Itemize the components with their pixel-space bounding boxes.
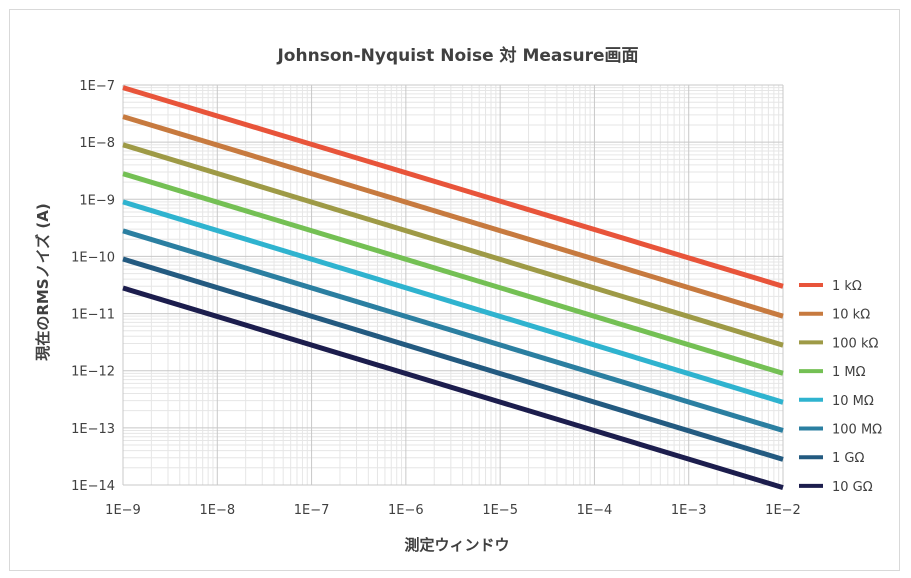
legend-label: 100 kΩ (832, 336, 878, 351)
series-lines (122, 85, 784, 490)
series-line (122, 171, 784, 376)
chart-title: Johnson-Nyquist Noise 対 Measure画面 (276, 45, 638, 66)
y-tick-label: 1E−8 (79, 136, 115, 151)
x-tick-label: 1E−4 (577, 503, 613, 518)
y-tick-labels: 1E−7 1E−8 1E−9 1E−10 1E−11 1E−12 1E−13 1E−14 (71, 79, 115, 494)
y-tick-label: 1E−10 (71, 250, 115, 265)
y-tick-label: 1E−11 (71, 308, 115, 323)
legend-label: 1 MΩ (832, 365, 866, 380)
series-line (122, 228, 784, 433)
x-tick-label: 1E−8 (199, 503, 235, 518)
legend-label: 1 GΩ (832, 451, 864, 466)
series-line (122, 114, 784, 319)
series-line (122, 285, 784, 490)
legend-label: 1 kΩ (832, 279, 862, 294)
x-tick-labels: 1E−9 1E−8 1E−7 1E−6 1E−5 1E−4 1E−3 1E−2 (105, 503, 801, 518)
x-axis-title: 測定ウィンドウ (404, 536, 509, 554)
y-tick-label: 1E−7 (79, 79, 115, 94)
y-tick-label: 1E−13 (71, 422, 115, 437)
legend-label: 100 MΩ (832, 423, 882, 438)
x-tick-label: 1E−3 (671, 503, 707, 518)
y-tick-label: 1E−12 (71, 365, 115, 380)
x-tick-label: 1E−5 (482, 503, 518, 518)
y-tick-label: 1E−14 (71, 479, 115, 494)
x-tick-label: 1E−9 (105, 503, 141, 518)
y-tick-label: 1E−9 (79, 193, 115, 208)
legend-label: 10 GΩ (832, 480, 873, 495)
series-line (122, 199, 784, 405)
x-tick-label: 1E−6 (388, 503, 424, 518)
series-line (122, 85, 784, 289)
series-line (122, 142, 784, 348)
x-tick-label: 1E−2 (765, 503, 801, 518)
series-line (122, 256, 784, 462)
legend: 1 kΩ 10 kΩ 100 kΩ 1 MΩ 10 MΩ 100 MΩ 1 GΩ 10 GΩ (799, 279, 882, 495)
legend-label: 10 kΩ (832, 308, 870, 323)
x-tick-label: 1E−7 (294, 503, 330, 518)
legend-label: 10 MΩ (832, 394, 874, 409)
y-axis-title: 現在のRMSノイズ (A) (34, 203, 52, 360)
